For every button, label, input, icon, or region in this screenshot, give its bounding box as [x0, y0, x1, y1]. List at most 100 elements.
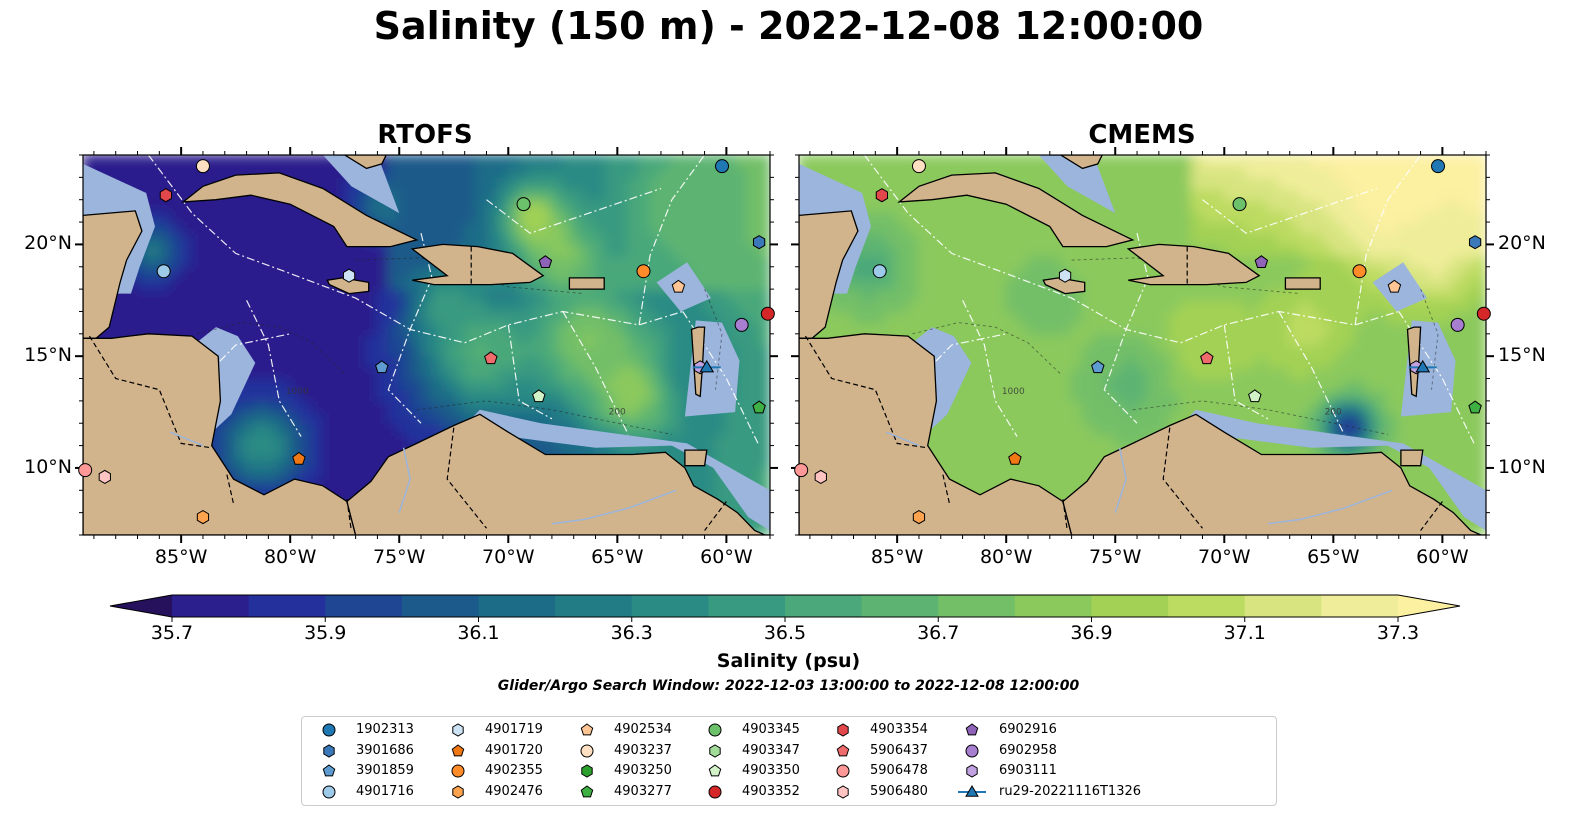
field-cell [1310, 265, 1324, 279]
field-cell [983, 455, 997, 469]
colorbar-extend-low [110, 595, 172, 617]
field-cell [376, 265, 390, 279]
field-cell [594, 344, 608, 358]
field-cell [147, 176, 161, 190]
field-cell [1452, 288, 1466, 302]
field-cell [950, 433, 964, 447]
field-cell [692, 254, 706, 268]
field-cell [256, 466, 270, 481]
field-cell [1146, 399, 1160, 414]
land-trinidad [1400, 449, 1424, 467]
field-cell [267, 399, 281, 414]
field-cell [409, 344, 423, 358]
field-cell [452, 344, 466, 358]
field-cell [841, 155, 855, 168]
field-cell [1452, 232, 1466, 246]
field-cell [1201, 366, 1215, 380]
field-cell [1048, 243, 1062, 257]
field-cell [529, 288, 542, 302]
field-cell [136, 288, 150, 302]
bathymetry-contour [1420, 288, 1439, 390]
field-cell [158, 321, 172, 335]
field-cell [1037, 444, 1051, 458]
field-cell [1277, 155, 1291, 168]
field-cell [1375, 377, 1389, 391]
field-cell [289, 209, 303, 224]
field-cell [1245, 288, 1258, 302]
field-cell [1059, 355, 1073, 369]
field-cell [1234, 388, 1248, 402]
field-cell [758, 355, 770, 369]
field-cell [736, 455, 750, 469]
field-cell [1103, 276, 1117, 291]
field-cell [1321, 265, 1335, 279]
field-cell [885, 310, 899, 324]
country-border [942, 474, 951, 504]
field-cell [1256, 366, 1269, 380]
eez-boundary [1223, 324, 1269, 420]
field-cell [1419, 243, 1433, 257]
field-cell [616, 187, 630, 201]
field-cell [1212, 221, 1226, 235]
field-cell [1288, 254, 1302, 268]
field-cell [1354, 155, 1368, 168]
field-cell [376, 444, 390, 458]
field-cell [627, 288, 641, 302]
field-cell [1266, 221, 1280, 235]
field-cell [863, 299, 877, 313]
field-cell [1310, 243, 1324, 257]
field-cell [1288, 411, 1302, 425]
field-cell [343, 187, 357, 201]
field-cell [1027, 254, 1040, 268]
field-cell [1452, 243, 1466, 257]
field-cell [245, 399, 259, 414]
field-cell [1441, 209, 1455, 224]
field-cell [114, 310, 128, 324]
field-cell [736, 209, 750, 224]
field-cell [994, 155, 1008, 168]
field-cell [616, 355, 630, 369]
field-cell [1037, 165, 1051, 179]
field-cell [747, 366, 761, 380]
field-cell [376, 332, 390, 346]
field-cell [714, 254, 728, 268]
field-cell [1365, 221, 1378, 235]
field-cell [616, 299, 630, 313]
land-hispaniola [410, 243, 545, 286]
float-marker-5906437 [484, 351, 498, 365]
field-cell [1397, 344, 1411, 358]
field-cell [354, 444, 368, 458]
field-cell [474, 344, 488, 358]
field-cell [616, 344, 630, 358]
field-cell [1059, 455, 1073, 469]
field-cell [441, 209, 455, 224]
field-cell [496, 176, 510, 190]
field-cell [1212, 377, 1226, 391]
field-cell [1027, 466, 1040, 481]
field-cell [961, 433, 975, 447]
field-cell [896, 209, 910, 224]
field-cell [1256, 377, 1269, 391]
field-cell [638, 388, 652, 402]
field-cell [863, 288, 877, 302]
field-cell [1277, 165, 1291, 179]
field-cell [1136, 176, 1149, 190]
field-cell [300, 243, 313, 257]
field-cell [354, 399, 368, 414]
field-cell [136, 321, 150, 335]
field-cell [885, 254, 899, 268]
field-cell [1474, 355, 1486, 369]
field-cell [354, 344, 368, 358]
field-cell [758, 478, 770, 492]
field-cell [191, 310, 204, 324]
field-cell [1136, 355, 1149, 369]
legend-label: 3901686 [356, 742, 414, 758]
field-cell [1070, 433, 1084, 447]
field-cell [1027, 321, 1040, 335]
field-cell [1463, 411, 1477, 425]
contour-label: 200 [609, 407, 626, 417]
field-cell [1310, 366, 1324, 380]
field-cell [212, 276, 226, 291]
